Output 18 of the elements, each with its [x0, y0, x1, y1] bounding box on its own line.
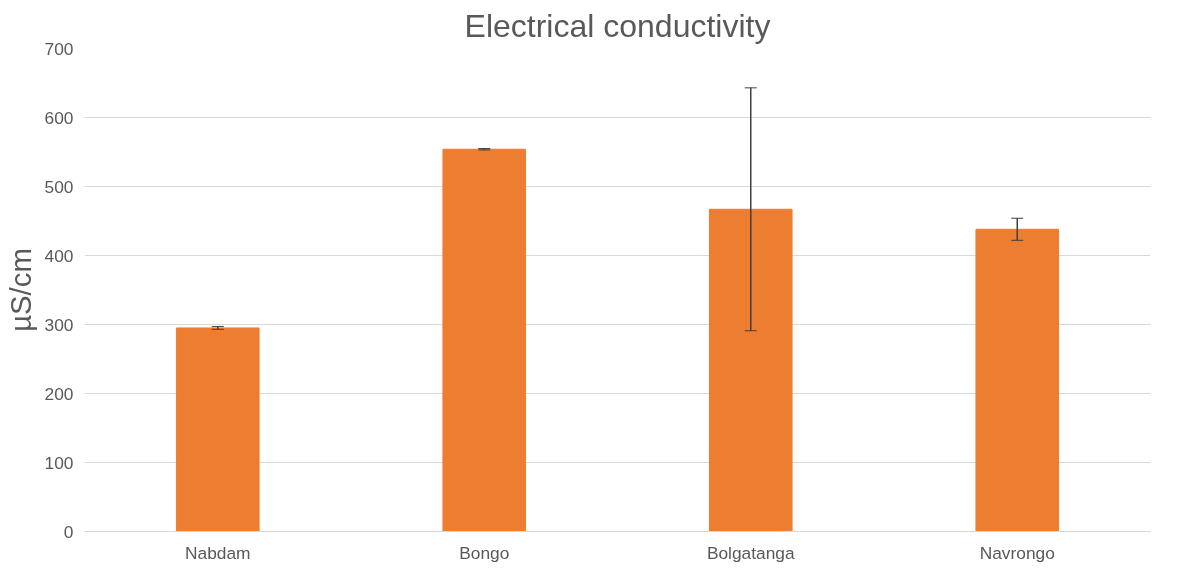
- y-tick-label: 600: [44, 107, 74, 128]
- y-tick-label: 700: [44, 38, 74, 59]
- y-tick-label: 200: [44, 383, 74, 404]
- bar: [708, 208, 793, 532]
- y-tick-label: 300: [44, 314, 74, 335]
- y-tick-label: 0: [63, 521, 74, 542]
- y-tick-label: 400: [44, 245, 74, 266]
- bar: [975, 228, 1060, 532]
- bar: [442, 148, 527, 532]
- x-tick-label: Navrongo: [979, 542, 1055, 563]
- y-axis-title: µS/cm: [3, 248, 37, 332]
- x-tick-label: Bolgatanga: [706, 542, 795, 563]
- x-tick-label: Bongo: [459, 542, 510, 563]
- y-tick-label: 100: [44, 452, 74, 473]
- y-tick-label: 500: [44, 176, 74, 197]
- bar: [175, 327, 260, 532]
- chart-title: Electrical conductivity: [464, 7, 771, 44]
- x-tick-label: Nabdam: [185, 542, 251, 563]
